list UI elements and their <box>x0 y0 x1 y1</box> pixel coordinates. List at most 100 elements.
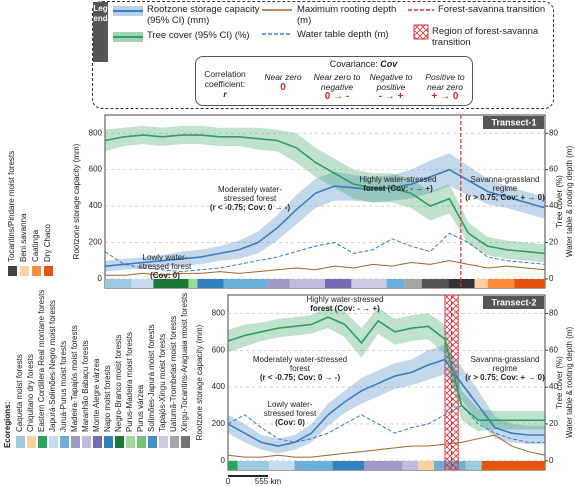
ecoregion-swatch <box>148 436 157 448</box>
ecoregion-name: Negro-Branco moist forests <box>114 335 123 432</box>
ecoregion-strip <box>351 279 387 288</box>
ecoregion-strip <box>105 279 132 288</box>
series-line <box>227 316 545 422</box>
annotation-line: stressed forest <box>224 194 277 203</box>
ecoregion-strip <box>269 461 295 470</box>
annotation-line: (r > 0.75; Cov: + → 0) <box>465 373 545 382</box>
annotation-line: Moderately water- <box>218 185 282 194</box>
scale-label: 0 <box>226 477 231 486</box>
y-tick-label: 0 <box>98 274 103 283</box>
ecoregion-strip <box>404 279 422 288</box>
ecoregion-strip <box>237 461 270 470</box>
ecoregion-name: Solimões-Japurá moist forests <box>147 324 156 432</box>
ecoregion-swatch <box>82 436 91 448</box>
annotation: Savanna-grassland regime (r > 0.75; Cov: +… <box>465 355 545 382</box>
covariance-value: 0 → - <box>324 91 350 102</box>
ecoregion-strip <box>465 461 482 470</box>
series-line <box>104 134 546 255</box>
coefficient-symbol: r <box>223 89 227 99</box>
covariance-title: Covariance: Cov <box>256 59 471 69</box>
ecoregion-swatch <box>71 436 80 448</box>
ecoregion-name: Purus-Madeira moist forests <box>125 332 134 432</box>
series-line <box>104 168 546 267</box>
ecoregion-name: Chiquitano dry forests <box>26 354 35 432</box>
legend-text: Forest-savanna transition <box>438 4 546 15</box>
y-tick-label: 0 <box>221 456 226 465</box>
ecoregion-swatch <box>32 266 41 276</box>
covariance-column: Near zero to negative 0 → - <box>308 72 366 102</box>
ecoregion-name: Juruá-Purus moist forests <box>59 341 68 432</box>
annotation: Lowly water-stressed forest (Cov: 0) <box>264 400 317 427</box>
ecoregion-strip <box>421 279 449 288</box>
ecoregion-name: Uatumã-Trombetas moist forests <box>169 316 178 432</box>
ecoregion-name: Monte Alegre várzea <box>92 358 101 432</box>
annotation-line: regime <box>493 364 518 373</box>
ci-band <box>228 306 545 432</box>
covariance-label: Covariance: <box>329 59 378 69</box>
ecoregion-name: Caatinga <box>31 229 40 262</box>
y2-tick-label: 60 <box>549 165 558 174</box>
y2-axis-label: Tree cover (%) <box>555 175 564 228</box>
ecoregion-swatch <box>181 436 190 448</box>
y-tick-label: 400 <box>89 201 103 210</box>
annotation-line: Lowly water- <box>268 400 313 409</box>
ecoregion-name: Xingu-Tocantins-Araguaia moist forests <box>180 293 189 432</box>
legend-tag: Legend <box>93 2 108 62</box>
ecoregion-swatch <box>159 436 168 448</box>
ecoregion-swatch <box>27 436 36 448</box>
y2-axis-label: Water table & rooting depth (m) <box>565 327 574 439</box>
y2-tick-label: 80 <box>549 309 558 318</box>
covariance-case: Near zero <box>264 72 302 82</box>
y-tick-label: 200 <box>212 419 226 428</box>
chart-title: Transect-2 <box>491 297 536 307</box>
covariance-symbol: Cov <box>380 59 398 69</box>
annotation-line: (r < -0.75; Cov: 0 → -) <box>260 373 341 382</box>
legend-text: Water table depth (m) <box>297 29 389 40</box>
ecoregion-swatch <box>170 436 179 448</box>
y-tick-label: 800 <box>212 309 226 318</box>
annotation-line: (r < -0.75; Cov: 0 → -) <box>210 203 291 212</box>
ecoregion-strip <box>153 279 189 288</box>
annotation-line: Highly water-stressed <box>307 295 384 304</box>
annotation-line: regime <box>493 184 518 193</box>
ecoregion-strip <box>474 279 488 288</box>
ecoregion-strip <box>228 461 238 470</box>
covariance-column: Near zero 0 <box>254 72 312 92</box>
y2-tick-label: 0 <box>549 456 554 465</box>
covariance-case: Positive to near zero <box>425 72 465 92</box>
y2-tick-label: 40 <box>549 201 558 210</box>
series-line <box>105 260 546 276</box>
y-tick-label: 200 <box>89 238 103 247</box>
ecoregion-strip <box>364 461 403 470</box>
ecoregion-strip <box>188 279 198 288</box>
covariance-case: Negative to positive <box>369 72 413 92</box>
y-axis-label: Rootzone storage capacity (mm) <box>72 143 81 259</box>
y2-tick-label: 0 <box>549 274 554 283</box>
y2-axis-label: Water table & rooting depth (m) <box>565 146 574 258</box>
y-tick-label: 600 <box>89 165 103 174</box>
coefficient-label: Correlation coefficient: <box>204 69 246 89</box>
ecoregion-strip <box>418 461 435 470</box>
y2-tick-label: 20 <box>549 238 558 247</box>
series-line <box>227 358 545 447</box>
covariance-case: Near zero to negative <box>313 72 361 92</box>
covariance-column: Positive to near zero + → 0 <box>416 72 474 102</box>
annotation-line: (Cov: 0) <box>275 418 305 427</box>
annotation: Moderately water-stressed forest (r < -0.… <box>210 185 291 212</box>
ecoregion-name: Tapajós-Xingu moist forests <box>158 334 167 432</box>
annotation-line: stressed forest <box>139 262 192 271</box>
series-line <box>227 434 546 458</box>
ecoregion-name: Dry Chaco <box>43 224 52 262</box>
annotation-line: Savanna-grassland <box>471 175 540 184</box>
y-tick-label: 400 <box>212 382 226 391</box>
ecoregion-name: Napo moist forests <box>103 365 112 432</box>
annotation: Savanna-grassland regime (r > 0.75; Cov: +… <box>465 175 545 202</box>
ecoregion-strip <box>325 279 352 288</box>
ci-band <box>228 344 545 454</box>
ecoregion-name: Tocantins/Pindare moist forests <box>7 151 16 262</box>
ecoregion-swatch <box>137 436 146 448</box>
ecoregion-strip <box>131 279 154 288</box>
annotation: Lowly water-stressed forest (Cov: 0) <box>139 253 192 280</box>
ecoregion-swatch <box>93 436 102 448</box>
